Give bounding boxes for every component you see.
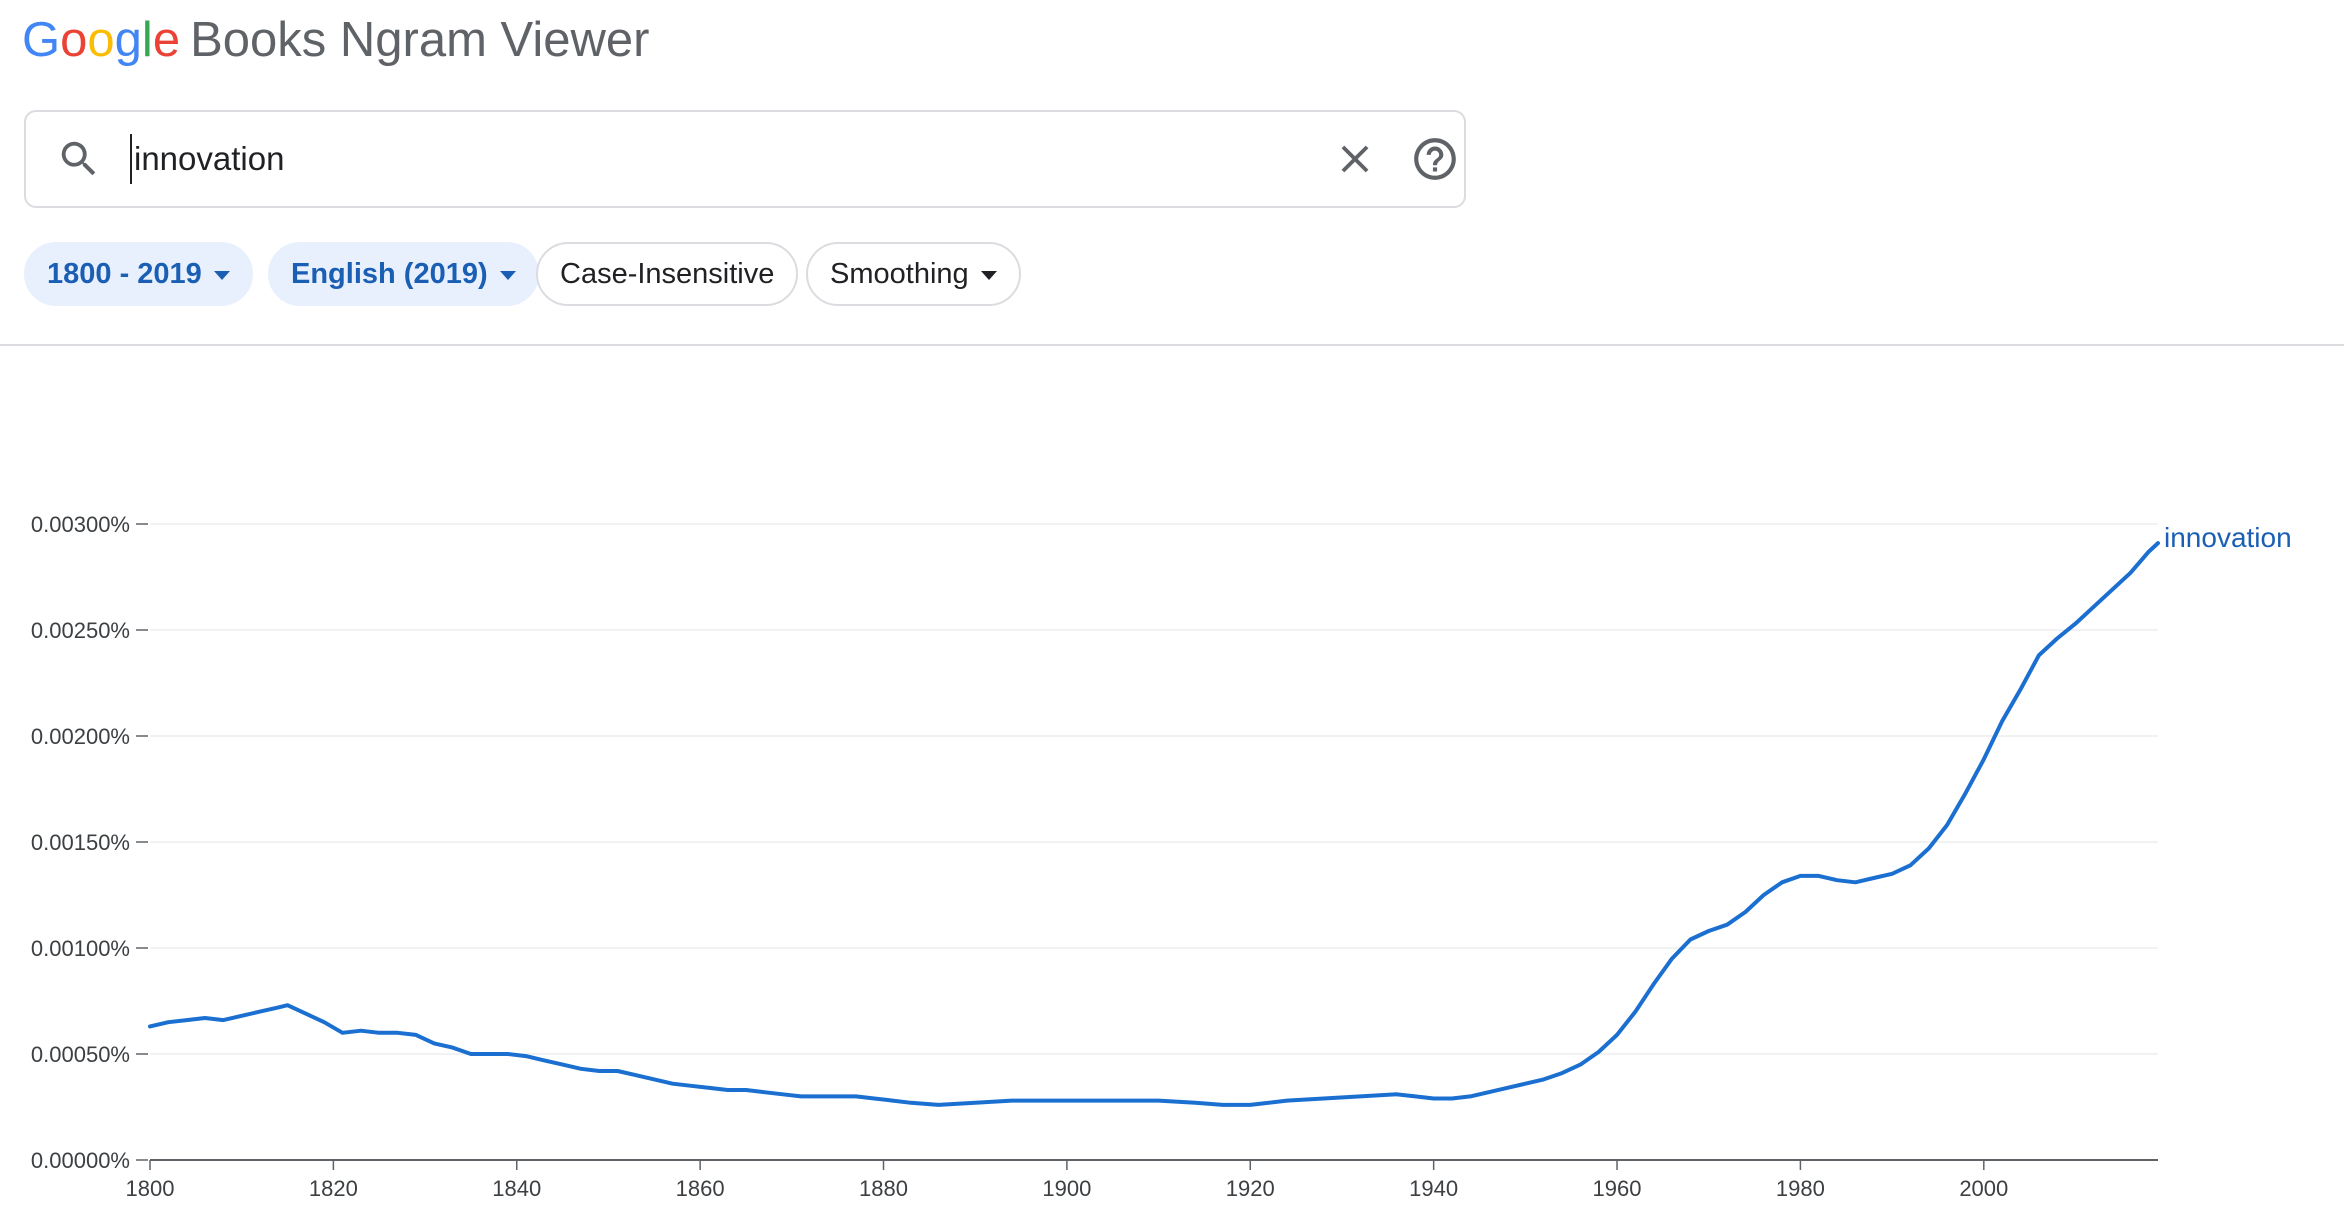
search-input[interactable]: innovation [130, 134, 284, 184]
help-icon[interactable] [1410, 134, 1460, 184]
case-insensitive-chip[interactable]: Case-Insensitive [536, 242, 799, 306]
google-wordmark: Google [22, 13, 181, 67]
close-icon[interactable] [1332, 136, 1378, 182]
series-line [148, 541, 2160, 1107]
ngram-chart: 0.00000% 0.00050% 0.00100% 0.00150% 0.00200%… [31, 512, 2292, 1201]
x-tick-label: 1820 [309, 1176, 358, 1201]
smoothing-label: Smoothing [830, 258, 969, 290]
product-name: Books Ngram Viewer [190, 13, 650, 67]
x-tick-label: 1880 [859, 1176, 908, 1201]
corpus-chip[interactable]: English (2019) [268, 242, 539, 306]
x-tick-label: 1960 [1593, 1176, 1642, 1201]
caret-down-icon [980, 270, 997, 280]
y-tick-label: 0.00250% [31, 618, 130, 643]
case-insensitive-label: Case-Insensitive [560, 258, 775, 290]
x-tick-label: 1800 [126, 1176, 175, 1201]
x-tick-label: 1900 [1042, 1176, 1091, 1201]
search-box[interactable]: innovation [24, 110, 1466, 208]
header: Google Books Ngram Viewer innovation 1800… [0, 0, 2344, 346]
y-tick-label: 0.00200% [31, 724, 130, 749]
x-tick-label: 1860 [676, 1176, 725, 1201]
date-range-chip[interactable]: 1800 - 2019 [24, 242, 253, 306]
x-tick-label: 1980 [1776, 1176, 1825, 1201]
smoothing-chip[interactable]: Smoothing [806, 242, 1021, 306]
date-range-label: 1800 - 2019 [47, 258, 202, 290]
corpus-label: English (2019) [291, 258, 488, 290]
x-tick-label: 1940 [1409, 1176, 1458, 1201]
y-tick-label: 0.00150% [31, 830, 130, 855]
y-tick-label: 0.00100% [31, 936, 130, 961]
y-tick-label: 0.00050% [31, 1042, 130, 1067]
caret-down-icon [499, 270, 516, 280]
x-tick-label: 1840 [492, 1176, 541, 1201]
app-logo[interactable]: Google Books Ngram Viewer [22, 12, 649, 68]
y-tick-label: 0.00300% [31, 512, 130, 537]
x-tick-label: 2000 [1959, 1176, 2008, 1201]
search-icon [61, 141, 96, 176]
series-label: innovation [2164, 522, 2292, 553]
y-tick-label: 0.00000% [31, 1148, 130, 1173]
x-tick-label: 1920 [1226, 1176, 1275, 1201]
caret-down-icon [213, 270, 230, 280]
